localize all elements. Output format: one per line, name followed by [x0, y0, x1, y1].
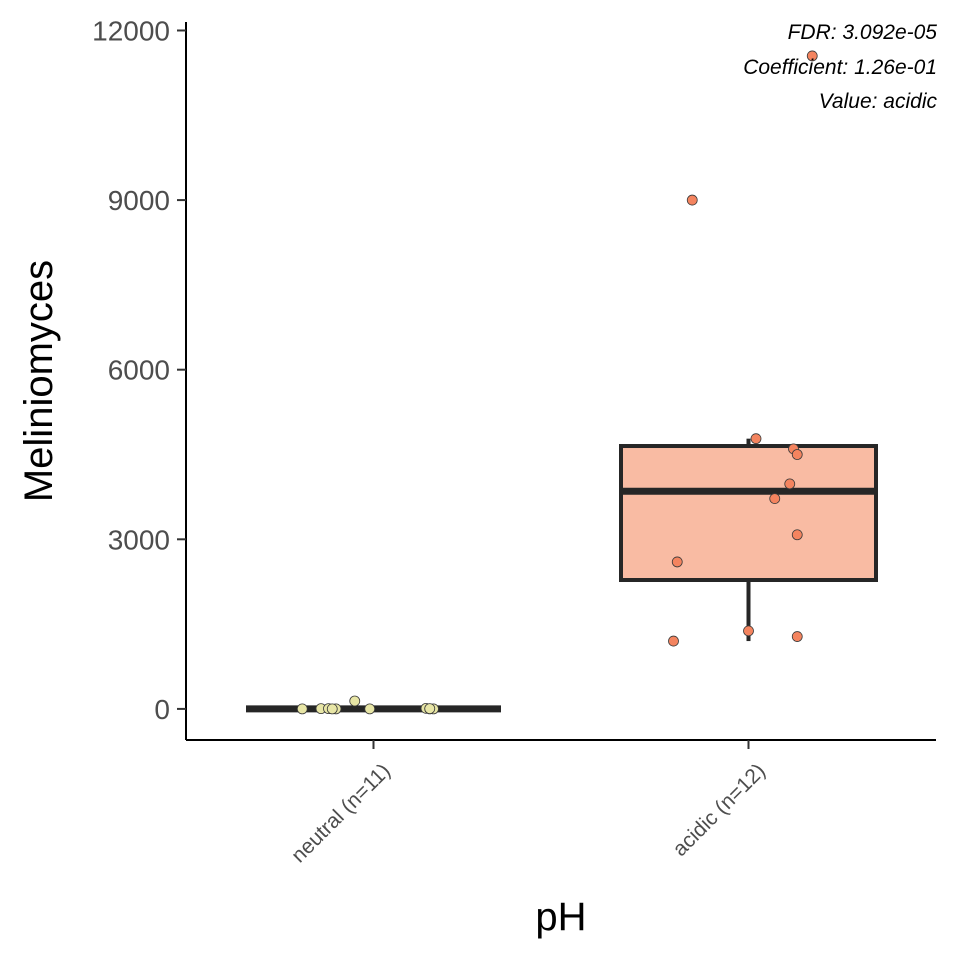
plot-panel	[246, 50, 878, 715]
data-point	[743, 625, 754, 637]
data-point	[364, 703, 376, 715]
data-point	[296, 703, 308, 715]
data-point	[349, 695, 361, 707]
x-tick-label: acidic (n=12)	[668, 759, 770, 861]
data-point	[671, 556, 683, 568]
y-tick-label: 3000	[108, 524, 170, 555]
data-point	[686, 194, 698, 206]
x-axis-title: pH	[535, 895, 586, 939]
data-point	[791, 529, 803, 541]
y-tick-label: 9000	[108, 185, 170, 216]
annotation-value: Value: acidic	[819, 90, 938, 113]
data-point	[806, 50, 818, 62]
annotation-fdr: FDR: 3.092e-05	[788, 21, 938, 44]
y-axis-title: Meliniomyces	[17, 260, 61, 502]
data-point	[791, 449, 803, 460]
data-point	[750, 433, 762, 445]
data-point	[784, 478, 796, 490]
x-axis-ticks: neutral (n=11) acidic (n=12)	[287, 740, 770, 867]
data-point	[668, 635, 679, 647]
data-point	[326, 703, 338, 715]
x-tick-label: neutral (n=11)	[287, 759, 395, 867]
data-point	[424, 703, 436, 715]
annotation-coefficient: Coefficient: 1.26e-01	[743, 56, 937, 79]
y-tick-label: 12000	[92, 15, 170, 46]
box-1	[619, 444, 878, 583]
data-point	[769, 493, 781, 504]
y-tick-label: 6000	[108, 355, 170, 386]
y-tick-label: 0	[154, 694, 170, 725]
data-point	[791, 631, 803, 642]
y-axis-ticks: 0 3000 6000 9000 12000	[92, 15, 186, 725]
